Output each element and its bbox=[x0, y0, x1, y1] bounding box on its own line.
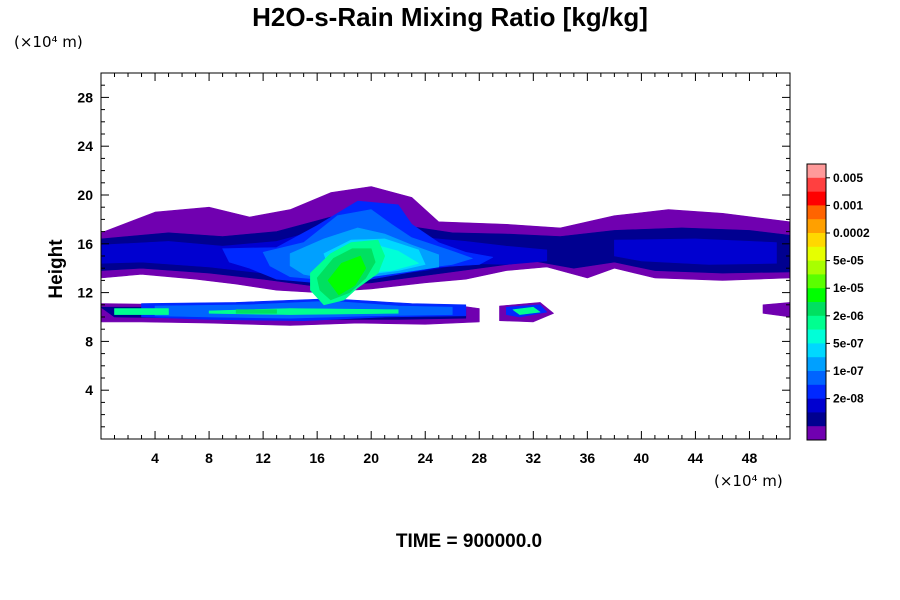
colorbar-swatch bbox=[807, 315, 826, 330]
colorbar-swatch bbox=[807, 164, 826, 179]
time-footer: TIME = 900000.0 bbox=[395, 531, 543, 552]
colorbar-swatch bbox=[807, 219, 826, 234]
x-tick-label: 32 bbox=[526, 450, 542, 466]
x-tick-label: 48 bbox=[742, 450, 758, 466]
colorbar-swatch bbox=[807, 177, 826, 192]
contour-region bbox=[235, 309, 277, 314]
colorbar-swatch bbox=[807, 260, 826, 275]
colorbar-swatch bbox=[807, 398, 826, 413]
x-tick-label: 36 bbox=[580, 450, 596, 466]
colorbar-swatch bbox=[807, 205, 826, 220]
x-tick-label: 4 bbox=[151, 450, 159, 466]
x-tick-label: 8 bbox=[205, 450, 213, 466]
x-tick-label: 20 bbox=[363, 450, 379, 466]
colorbar-label: 5e-07 bbox=[833, 336, 864, 350]
colorbar-swatch bbox=[807, 412, 826, 427]
x-tick-label: 40 bbox=[634, 450, 650, 466]
x-tick-label: 16 bbox=[309, 450, 325, 466]
colorbar-label: 1e-05 bbox=[833, 281, 864, 295]
x-tick-label: 44 bbox=[688, 450, 704, 466]
colorbar-swatch bbox=[807, 343, 826, 358]
y-tick-label: 28 bbox=[77, 89, 93, 105]
colorbar-swatch bbox=[807, 329, 826, 344]
y-tick-label: 4 bbox=[85, 382, 93, 398]
chart-title: H2O-s-Rain Mixing Ratio [kg/kg] bbox=[252, 2, 648, 32]
colorbar-swatch bbox=[807, 288, 826, 303]
x-tick-label: 24 bbox=[417, 450, 433, 466]
contour-fields bbox=[101, 186, 790, 326]
colorbar-swatch bbox=[807, 246, 826, 261]
y-unit-label: (×10⁴ m) bbox=[14, 33, 83, 51]
colorbar: 0.005 0.001 0.0002 5e-05 1e-05 2e-06 5e-07 1e-0… bbox=[806, 163, 870, 441]
colorbar-label: 2e-06 bbox=[833, 309, 864, 323]
x-unit-label: (×10⁴ m) bbox=[714, 472, 783, 490]
colorbar-swatch bbox=[807, 426, 826, 441]
contour-region bbox=[512, 306, 541, 315]
y-tick-label: 20 bbox=[77, 187, 93, 203]
colorbar-swatch bbox=[807, 274, 826, 289]
contour-region bbox=[762, 302, 790, 318]
contour-region bbox=[614, 238, 777, 265]
x-axis: 4 8 12 16 20 24 28 32 36 40 44 48 bbox=[114, 73, 791, 466]
contour-region bbox=[114, 308, 169, 315]
y-tick-label: 16 bbox=[77, 236, 93, 252]
y-axis: 4 8 12 16 20 24 28 bbox=[77, 72, 790, 428]
x-tick-label: 12 bbox=[255, 450, 271, 466]
colorbar-frame bbox=[806, 163, 827, 441]
colorbar-swatch bbox=[807, 191, 826, 206]
colorbar-swatch bbox=[807, 371, 826, 386]
colorbar-label: 0.0002 bbox=[833, 226, 870, 240]
colorbar-label: 0.001 bbox=[833, 198, 863, 212]
x-tick-label: 28 bbox=[471, 450, 487, 466]
contour-region bbox=[327, 255, 367, 296]
y-tick-label: 12 bbox=[77, 285, 93, 301]
colorbar-label: 5e-05 bbox=[833, 254, 864, 268]
colorbar-swatch bbox=[807, 384, 826, 399]
colorbar-swatch bbox=[807, 233, 826, 248]
y-tick-label: 8 bbox=[85, 333, 93, 349]
colorbar-label: 2e-08 bbox=[833, 392, 864, 406]
colorbar-swatch bbox=[807, 302, 826, 317]
colorbar-swatch bbox=[807, 357, 826, 372]
y-tick-label: 24 bbox=[77, 138, 93, 154]
colorbar-label: 0.005 bbox=[833, 171, 863, 185]
colorbar-label: 1e-07 bbox=[833, 364, 864, 378]
